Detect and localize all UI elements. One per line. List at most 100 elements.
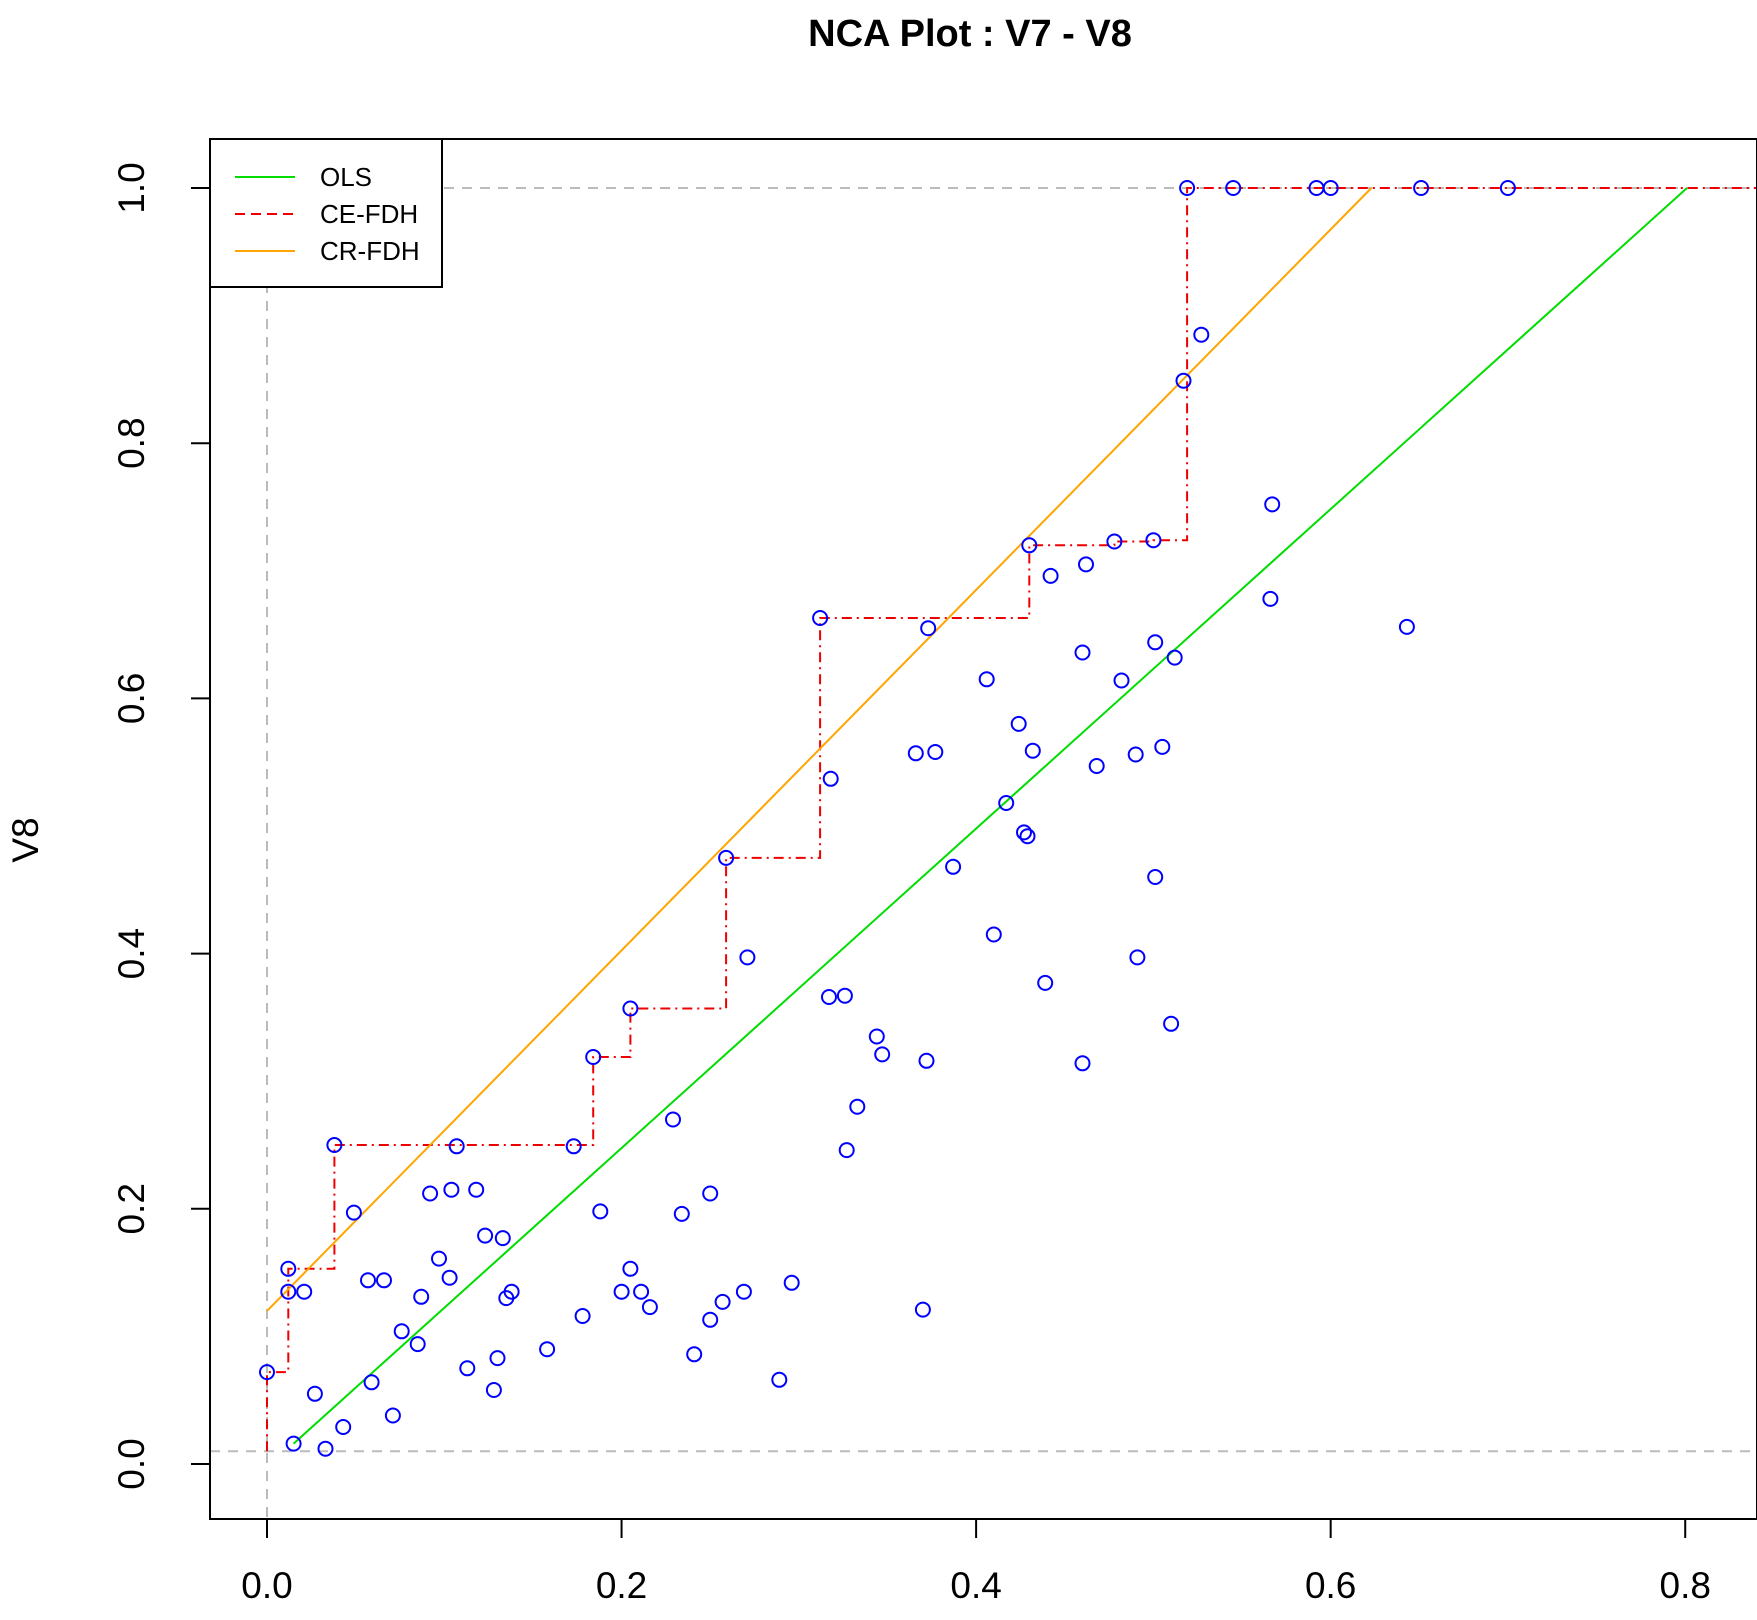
data-point (345, 1204, 362, 1221)
data-point (714, 1293, 731, 1310)
data-point (1037, 974, 1054, 991)
data-point (1264, 496, 1281, 513)
data-point (1193, 326, 1210, 343)
data-point (686, 1346, 703, 1363)
y-tick-label: 1.0 (111, 162, 152, 213)
data-point (413, 1288, 430, 1305)
data-point (1413, 180, 1430, 196)
data-point (280, 1283, 297, 1300)
data-point (259, 1364, 275, 1381)
data-point (441, 1269, 458, 1286)
data-point (485, 1382, 502, 1398)
data-point (771, 1371, 788, 1388)
data-point (613, 1283, 630, 1300)
points-layer (259, 180, 1516, 1457)
data-point (945, 858, 962, 875)
data-point (1088, 758, 1105, 774)
data-point (363, 1374, 380, 1391)
data-point (1179, 180, 1196, 196)
data-point (1074, 644, 1091, 661)
data-point (849, 1098, 866, 1115)
x-axis: 0.0 0.2 0.4 0.6 0.8 (241, 1518, 1711, 1606)
x-tick-label: 0.2 (596, 1565, 647, 1606)
data-point (1078, 556, 1094, 573)
data-point (503, 1283, 520, 1300)
data-point (1163, 1015, 1180, 1032)
data-point (393, 1323, 410, 1340)
plot-frame (209, 138, 1757, 1520)
y-tick-label: 0.2 (111, 1183, 152, 1234)
data-point (1166, 649, 1183, 666)
series-layer (266, 187, 1757, 1452)
y-axis: 0.0 0.2 0.4 0.6 0.8 1.0 (111, 162, 211, 1490)
data-point (1019, 828, 1036, 845)
data-point (489, 1350, 506, 1367)
data-point (927, 744, 944, 760)
data-point (539, 1341, 556, 1358)
data-point (838, 1142, 855, 1159)
chart-title: NCA Plot : V7 - V8 (808, 13, 1132, 55)
data-point (1024, 742, 1041, 759)
data-point (907, 745, 924, 762)
data-point (296, 1283, 313, 1300)
data-point (914, 1301, 931, 1318)
data-point (633, 1283, 650, 1300)
x-tick-label: 0.0 (241, 1565, 292, 1606)
x-tick-label: 0.8 (1660, 1565, 1711, 1606)
data-point (1147, 634, 1164, 651)
data-point (1145, 532, 1162, 549)
data-point (384, 1407, 401, 1424)
data-point (622, 1000, 639, 1017)
data-point (1175, 372, 1192, 389)
series-line-cr-fdh (266, 187, 1373, 1312)
data-point (1154, 738, 1171, 755)
data-point (1016, 824, 1032, 841)
data-point (468, 1181, 485, 1198)
data-point (978, 671, 995, 688)
data-point (494, 1230, 511, 1247)
data-point (836, 987, 853, 1004)
data-point (409, 1336, 426, 1353)
legend-label-ols: OLS (320, 162, 372, 192)
data-point (1010, 715, 1027, 732)
legend-box (209, 138, 443, 288)
data-point (1042, 567, 1059, 584)
data-point (702, 1185, 719, 1202)
data-point (285, 1435, 302, 1452)
data-point (360, 1272, 376, 1289)
data-point (431, 1250, 447, 1267)
data-point (822, 770, 839, 787)
y-tick-label: 0.8 (111, 417, 152, 468)
data-point (641, 1299, 658, 1316)
y-tick-label: 0.4 (111, 928, 152, 979)
data-point (306, 1385, 323, 1402)
data-point (565, 1138, 582, 1155)
data-point (998, 795, 1015, 811)
data-point (718, 849, 735, 866)
data-point (574, 1308, 591, 1324)
x-tick-label: 0.6 (1305, 1565, 1356, 1606)
data-point (1021, 537, 1038, 554)
data-point (1074, 1055, 1091, 1072)
series-line-ce-fdh (266, 187, 1757, 1452)
y-tick-label: 0.0 (111, 1438, 152, 1489)
data-point (735, 1283, 752, 1300)
data-point (1106, 533, 1123, 550)
data-point (783, 1274, 800, 1291)
y-axis-label: V8 (5, 817, 46, 862)
data-point (376, 1272, 392, 1289)
data-point (317, 1440, 334, 1457)
data-point (1322, 180, 1339, 196)
data-point (280, 1260, 297, 1277)
data-point (868, 1028, 885, 1045)
data-point (918, 1052, 935, 1069)
data-point (459, 1360, 476, 1377)
data-point (1499, 180, 1516, 196)
data-point (1129, 949, 1146, 966)
series-line-ols (292, 187, 1688, 1445)
legend-label-ce-fdh: CE-FDH (320, 199, 418, 229)
data-point (1147, 869, 1164, 885)
data-point (702, 1311, 719, 1328)
data-point (1262, 590, 1279, 607)
